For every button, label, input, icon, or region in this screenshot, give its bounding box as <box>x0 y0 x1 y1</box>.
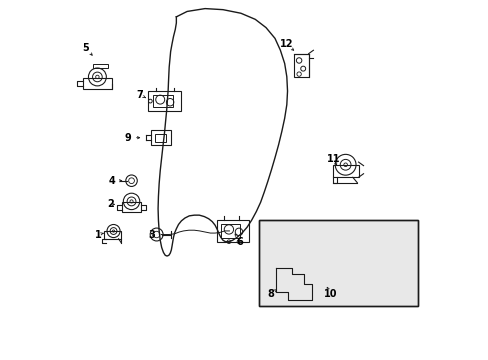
Bar <box>148 91 181 111</box>
Bar <box>332 165 358 177</box>
Text: 5: 5 <box>82 43 89 53</box>
Bar <box>258 220 418 306</box>
Bar <box>93 64 107 68</box>
Text: 11: 11 <box>327 154 340 164</box>
Bar <box>155 134 166 142</box>
Text: 7: 7 <box>136 90 143 100</box>
Text: 12: 12 <box>280 40 293 49</box>
Text: 6: 6 <box>236 237 243 247</box>
Text: 4: 4 <box>108 176 115 186</box>
Bar <box>150 130 170 145</box>
Bar <box>221 224 240 238</box>
Bar <box>217 220 248 242</box>
Text: 8: 8 <box>266 289 273 299</box>
Text: 2: 2 <box>107 199 114 210</box>
Bar <box>82 78 112 89</box>
Bar <box>122 202 141 212</box>
Bar <box>258 220 418 306</box>
Bar <box>152 95 173 107</box>
Text: 1: 1 <box>95 230 102 239</box>
Text: 9: 9 <box>124 133 131 143</box>
Bar <box>103 231 121 239</box>
Text: 3: 3 <box>147 230 154 239</box>
Bar <box>293 54 308 77</box>
Text: 10: 10 <box>323 289 337 299</box>
